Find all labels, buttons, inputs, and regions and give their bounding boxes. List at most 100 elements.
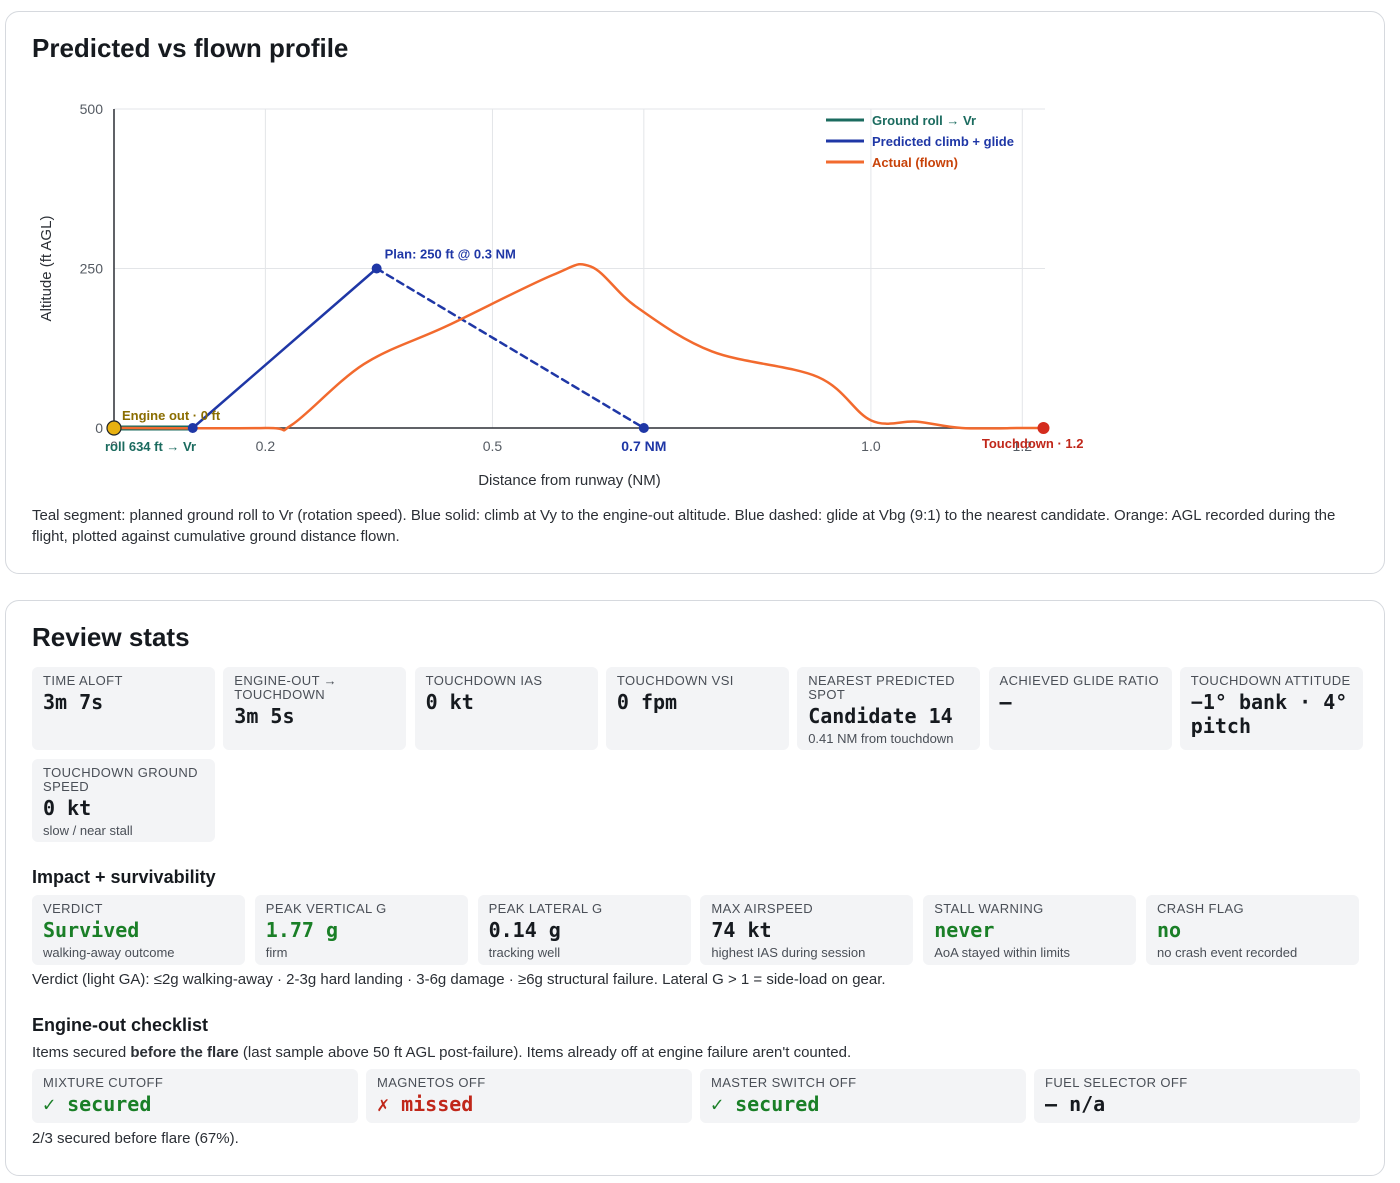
stat-value: 0 kt [43, 796, 92, 820]
stat-value: 0 kt [425, 690, 474, 714]
impact-card: PEAK LATERAL G 0.14 g tracking well [477, 895, 691, 965]
stat-subtext: 0.41 NM from touchdown [808, 731, 954, 746]
checklist-item-card: MASTER SWITCH OFF ✓ secured [700, 1069, 1026, 1123]
stat-card: ACHIEVED GLIDE RATIO — [988, 667, 1172, 750]
checklist-item-card: MIXTURE CUTOFF ✓ secured [32, 1069, 358, 1123]
profile-card: Predicted vs flown profile 0 250 500 0 0.2 0.… [5, 11, 1385, 574]
point-predicted [638, 423, 649, 433]
checklist-intro-after: (last sample above 50 ft AGL post-failur… [238, 1044, 852, 1061]
y-axis-title: Altitude (ft AGL) [38, 216, 55, 322]
stat-label: TOUCHDOWN GROUND SPEED [43, 765, 198, 794]
checklist-intro: Items secured before the flare (last sam… [32, 1043, 851, 1063]
checklist-title: Engine-out checklist [32, 1015, 209, 1035]
stat-card: TIME ALOFT 3m 7s [32, 667, 215, 750]
checklist-item-value: — n/a [1045, 1092, 1106, 1116]
stat-label: ACHIEVED GLIDE RATIO [999, 673, 1159, 688]
x-axis-title: Distance from runway (NM) [478, 472, 661, 489]
y-tick-label: 0 [95, 420, 103, 436]
checklist-summary: 2/3 secured before flare (67%). [32, 1130, 239, 1147]
checklist-item-value: ✗ missed [377, 1092, 474, 1116]
point-predicted [371, 263, 382, 274]
impact-label: STALL WARNING [934, 901, 1044, 916]
impact-value: 0.14 g [488, 918, 561, 942]
x-tick-label: 0.2 [256, 438, 276, 454]
series-actual-line [112, 262, 1045, 432]
x-tick-label: 1.0 [861, 438, 881, 454]
impact-label: PEAK VERTICAL G [265, 901, 387, 916]
checklist-item-label: FUEL SELECTOR OFF [1045, 1075, 1188, 1090]
checklist-item-value: ✓ secured [43, 1092, 152, 1116]
y-tick-label: 250 [80, 261, 104, 277]
legend-label-actual: Actual (flown) [872, 155, 958, 170]
stat-label: TOUCHDOWN IAS [425, 673, 543, 688]
stat-label: ENGINE-OUT → TOUCHDOWN [234, 673, 338, 702]
checklist-intro-before: Items secured [32, 1044, 131, 1061]
x-tick-label: 0.7 NM [621, 438, 666, 454]
plan-peak-label: Plan: 250 ft @ 0.3 NM [385, 247, 516, 262]
stat-card: ENGINE-OUT → TOUCHDOWN 3m 5s [223, 667, 407, 750]
profile-caption: Teal segment: planned ground roll to Vr … [32, 507, 1336, 545]
legend-label-ground_roll: Ground roll → Vr [872, 113, 976, 128]
series-predicted-dashed-line [375, 267, 646, 430]
stat-card: TOUCHDOWN ATTITUDE −1° bank · 4° pitch [1179, 667, 1363, 750]
impact-card: STALL WARNING never AoA stayed within limi… [923, 895, 1137, 965]
checklist-item-label: MAGNETOS OFF [377, 1075, 486, 1090]
impact-card: MAX AIRSPEED 74 kt highest IAS during sess… [700, 895, 914, 965]
stat-value: 0 fpm [616, 690, 678, 714]
impact-title: Impact + survivability [32, 867, 216, 887]
x-tick-label: 1.2 [1013, 438, 1033, 454]
impact-value: 1.77 g [265, 918, 339, 942]
x-tick-label: 0 [110, 438, 118, 454]
review-stats-card: Review stats Impact + survivability Verd… [5, 600, 1385, 1176]
stat-label: TOUCHDOWN ATTITUDE [1190, 673, 1351, 688]
impact-subtext: walking-away outcome [43, 945, 175, 960]
impact-value: Survived [43, 918, 140, 942]
impact-subtext: tracking well [488, 945, 561, 960]
impact-value: no [1157, 918, 1182, 942]
profile-title: Predicted vs flown profile [32, 33, 349, 63]
touchdown-label: Touchdown · 1.2 [982, 436, 1084, 451]
stat-label: TIME ALOFT [43, 673, 123, 688]
impact-card: CRASH FLAG no no crash event recorded [1146, 895, 1359, 965]
legend-label-predicted: Predicted climb + glide [872, 134, 1014, 149]
stat-card: TOUCHDOWN VSI 0 fpm [605, 667, 789, 750]
stat-value: 3m 5s [234, 704, 295, 728]
point-touchdown [1037, 422, 1050, 434]
impact-label: VERDICT [43, 901, 103, 916]
impact-card: VERDICT Survived walking-away outcome [32, 895, 245, 965]
point-predicted [187, 423, 198, 433]
ground-roll-label: roll 634 ft → Vr [105, 439, 196, 454]
engine-out-label: Engine out · 0 ft [122, 408, 221, 423]
profile-chart: 0 250 500 0 0.2 0.5 0.7 NM 1.0 1.2 Distance from … [38, 101, 1084, 489]
impact-card: PEAK VERTICAL G 1.77 g firm [254, 895, 468, 965]
stat-subtext: slow / near stall [43, 823, 133, 838]
impact-subtext: firm [265, 945, 288, 960]
stat-value: 3m 7s [43, 690, 104, 714]
checklist-item-label: MIXTURE CUTOFF [43, 1075, 164, 1090]
impact-subtext: highest IAS during session [711, 945, 866, 960]
stat-label: TOUCHDOWN VSI [616, 673, 734, 688]
impact-note: Verdict (light GA): ≤2g walking-away · 2… [32, 971, 886, 988]
impact-value: 74 kt [711, 918, 772, 942]
impact-label: MAX AIRSPEED [711, 901, 813, 916]
stat-card: TOUCHDOWN GROUND SPEED 0 kt slow / near st… [32, 759, 215, 842]
stat-value: — [999, 690, 1012, 714]
stat-card: TOUCHDOWN IAS 0 kt [414, 667, 598, 750]
impact-subtext: AoA stayed within limits [934, 945, 1071, 960]
review-stats-title: Review stats [32, 622, 190, 652]
stat-value: −1° bank · 4° pitch [1190, 690, 1348, 738]
series-predicted-line [191, 267, 378, 430]
checklist-item-label: MASTER SWITCH OFF [711, 1075, 857, 1090]
stat-card: NEAREST PREDICTED SPOT Candidate 14 0.41 N… [797, 667, 981, 750]
checklist-item-card: MAGNETOS OFF ✗ missed [366, 1069, 692, 1123]
stat-value: Candidate 14 [808, 704, 953, 728]
impact-subtext: no crash event recorded [1157, 945, 1298, 960]
impact-label: CRASH FLAG [1157, 901, 1245, 916]
checklist-item-card: FUEL SELECTOR OFF — n/a [1034, 1069, 1360, 1123]
impact-label: PEAK LATERAL G [488, 901, 603, 916]
checklist-intro-bold: before the flare [130, 1044, 239, 1061]
point-engine_out [106, 420, 122, 436]
x-tick-label: 0.5 [483, 438, 503, 454]
checklist-item-value: ✓ secured [711, 1092, 820, 1116]
impact-value: never [934, 918, 995, 942]
